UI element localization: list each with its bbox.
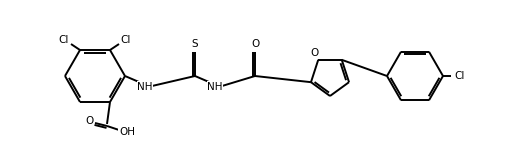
Text: OH: OH bbox=[119, 127, 135, 137]
Text: Cl: Cl bbox=[121, 35, 131, 45]
Text: NH: NH bbox=[208, 82, 223, 92]
Text: NH: NH bbox=[137, 82, 153, 92]
Text: Cl: Cl bbox=[59, 35, 69, 45]
Text: S: S bbox=[192, 39, 198, 49]
Text: O: O bbox=[310, 48, 319, 58]
Text: Cl: Cl bbox=[455, 71, 465, 81]
Text: O: O bbox=[251, 39, 259, 49]
Text: O: O bbox=[85, 116, 93, 126]
